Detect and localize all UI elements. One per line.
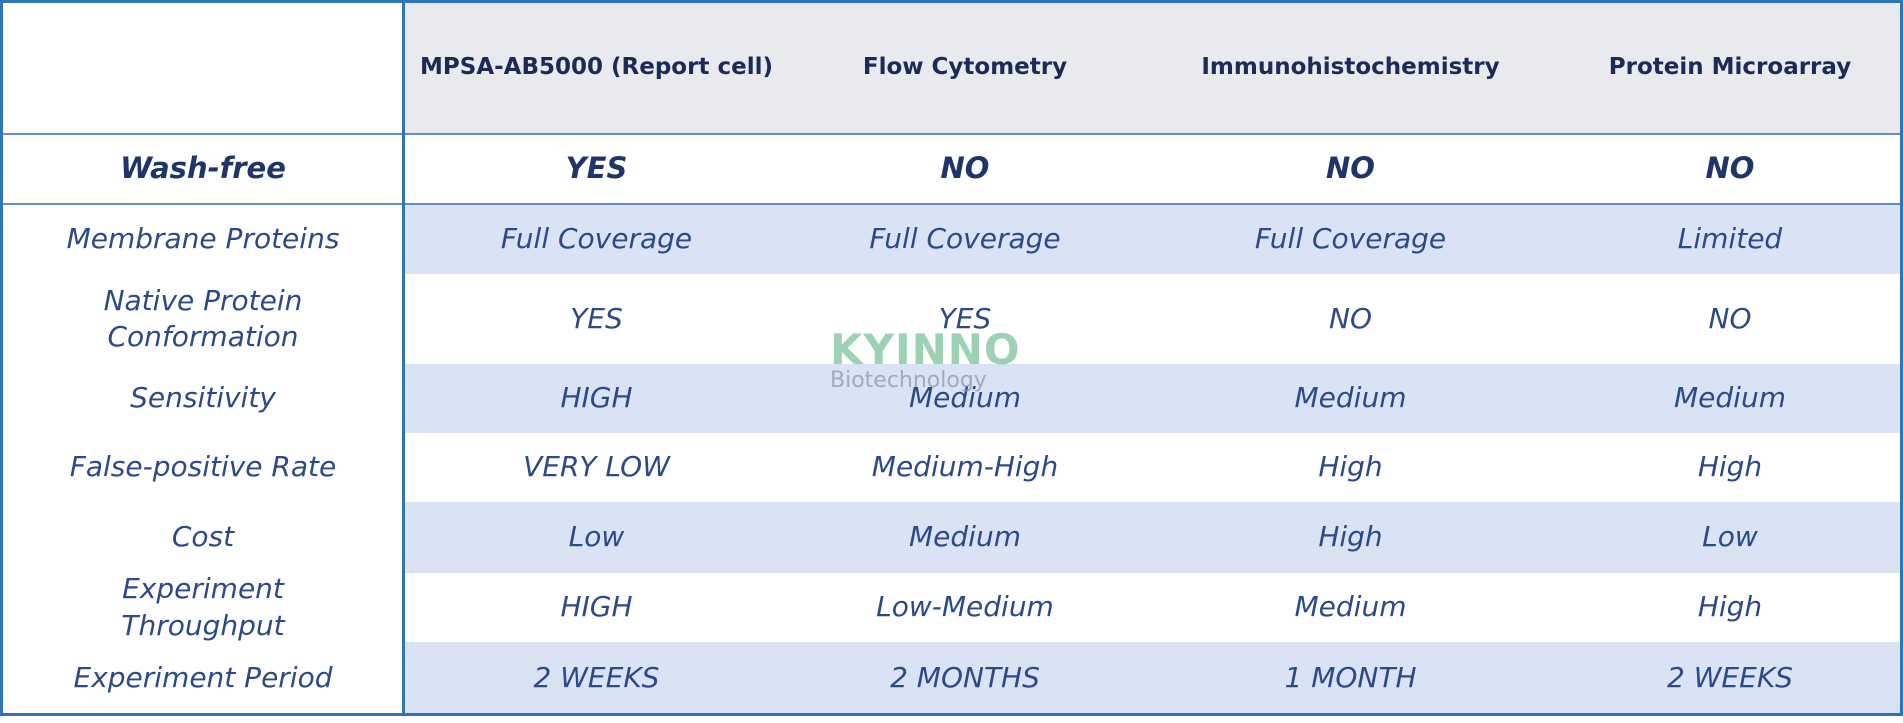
table-cell: YES [570, 301, 623, 335]
table-cell: Medium [1294, 590, 1407, 624]
row-label: Wash-free [120, 151, 286, 186]
table-cell: NO [1326, 151, 1375, 186]
column-header: Protein Microarray [1560, 2, 1900, 134]
row-label: False-positive Rate [69, 450, 337, 484]
table-cell: VERY LOW [523, 450, 670, 484]
column-header: MPSA-AB5000 (Report cell) [404, 2, 789, 134]
table-cell: 2 MONTHS [789, 642, 1141, 714]
row-divider [2, 133, 1900, 135]
row-label: Native Protein Conformation [103, 283, 303, 353]
row-label: Cost [171, 520, 235, 554]
table-cell: Medium [789, 364, 1141, 433]
table-cell: Medium [1560, 364, 1900, 433]
row-label: Membrane Proteins [66, 221, 340, 255]
row-label: Sensitivity [130, 381, 276, 415]
column-header: Flow Cytometry [789, 2, 1141, 134]
table-cell: NO [1329, 301, 1372, 335]
table-cell: NO [940, 151, 990, 186]
table-cell: Low-Medium [876, 590, 1054, 624]
table-cell: Medium [1141, 364, 1560, 433]
table-cell: YES [565, 151, 628, 186]
table-cell: High [1697, 590, 1763, 624]
table-cell: NO [1708, 301, 1752, 335]
table-cell: High [1697, 450, 1763, 484]
table-cell: Low [1560, 502, 1900, 573]
table-cell: NO [1705, 151, 1755, 186]
table-cell: High [1318, 450, 1383, 484]
row-label: Experiment Period [73, 660, 333, 694]
table-cell: Full Coverage [789, 204, 1141, 274]
table-cell: Low [404, 502, 789, 573]
table-cell: 2 WEEKS [1560, 642, 1900, 714]
table-cell: Limited [1560, 204, 1900, 274]
table-cell: Medium [789, 502, 1141, 573]
table-cell: 2 WEEKS [404, 642, 789, 714]
row-label: Experiment Throughput [121, 572, 285, 642]
table-cell: HIGH [560, 590, 633, 624]
table-cell: HIGH [404, 364, 789, 433]
row-divider [2, 203, 1900, 205]
table-cell: Full Coverage [404, 204, 789, 274]
table-cell: Full Coverage [1141, 204, 1560, 274]
table-cell: Medium-High [871, 450, 1059, 484]
table-cell: YES [938, 301, 992, 335]
table-cell: High [1141, 502, 1560, 573]
table-cell: 1 MONTH [1141, 642, 1560, 714]
header-blank [2, 2, 404, 134]
column-header: Immunohistochemistry [1141, 2, 1560, 134]
